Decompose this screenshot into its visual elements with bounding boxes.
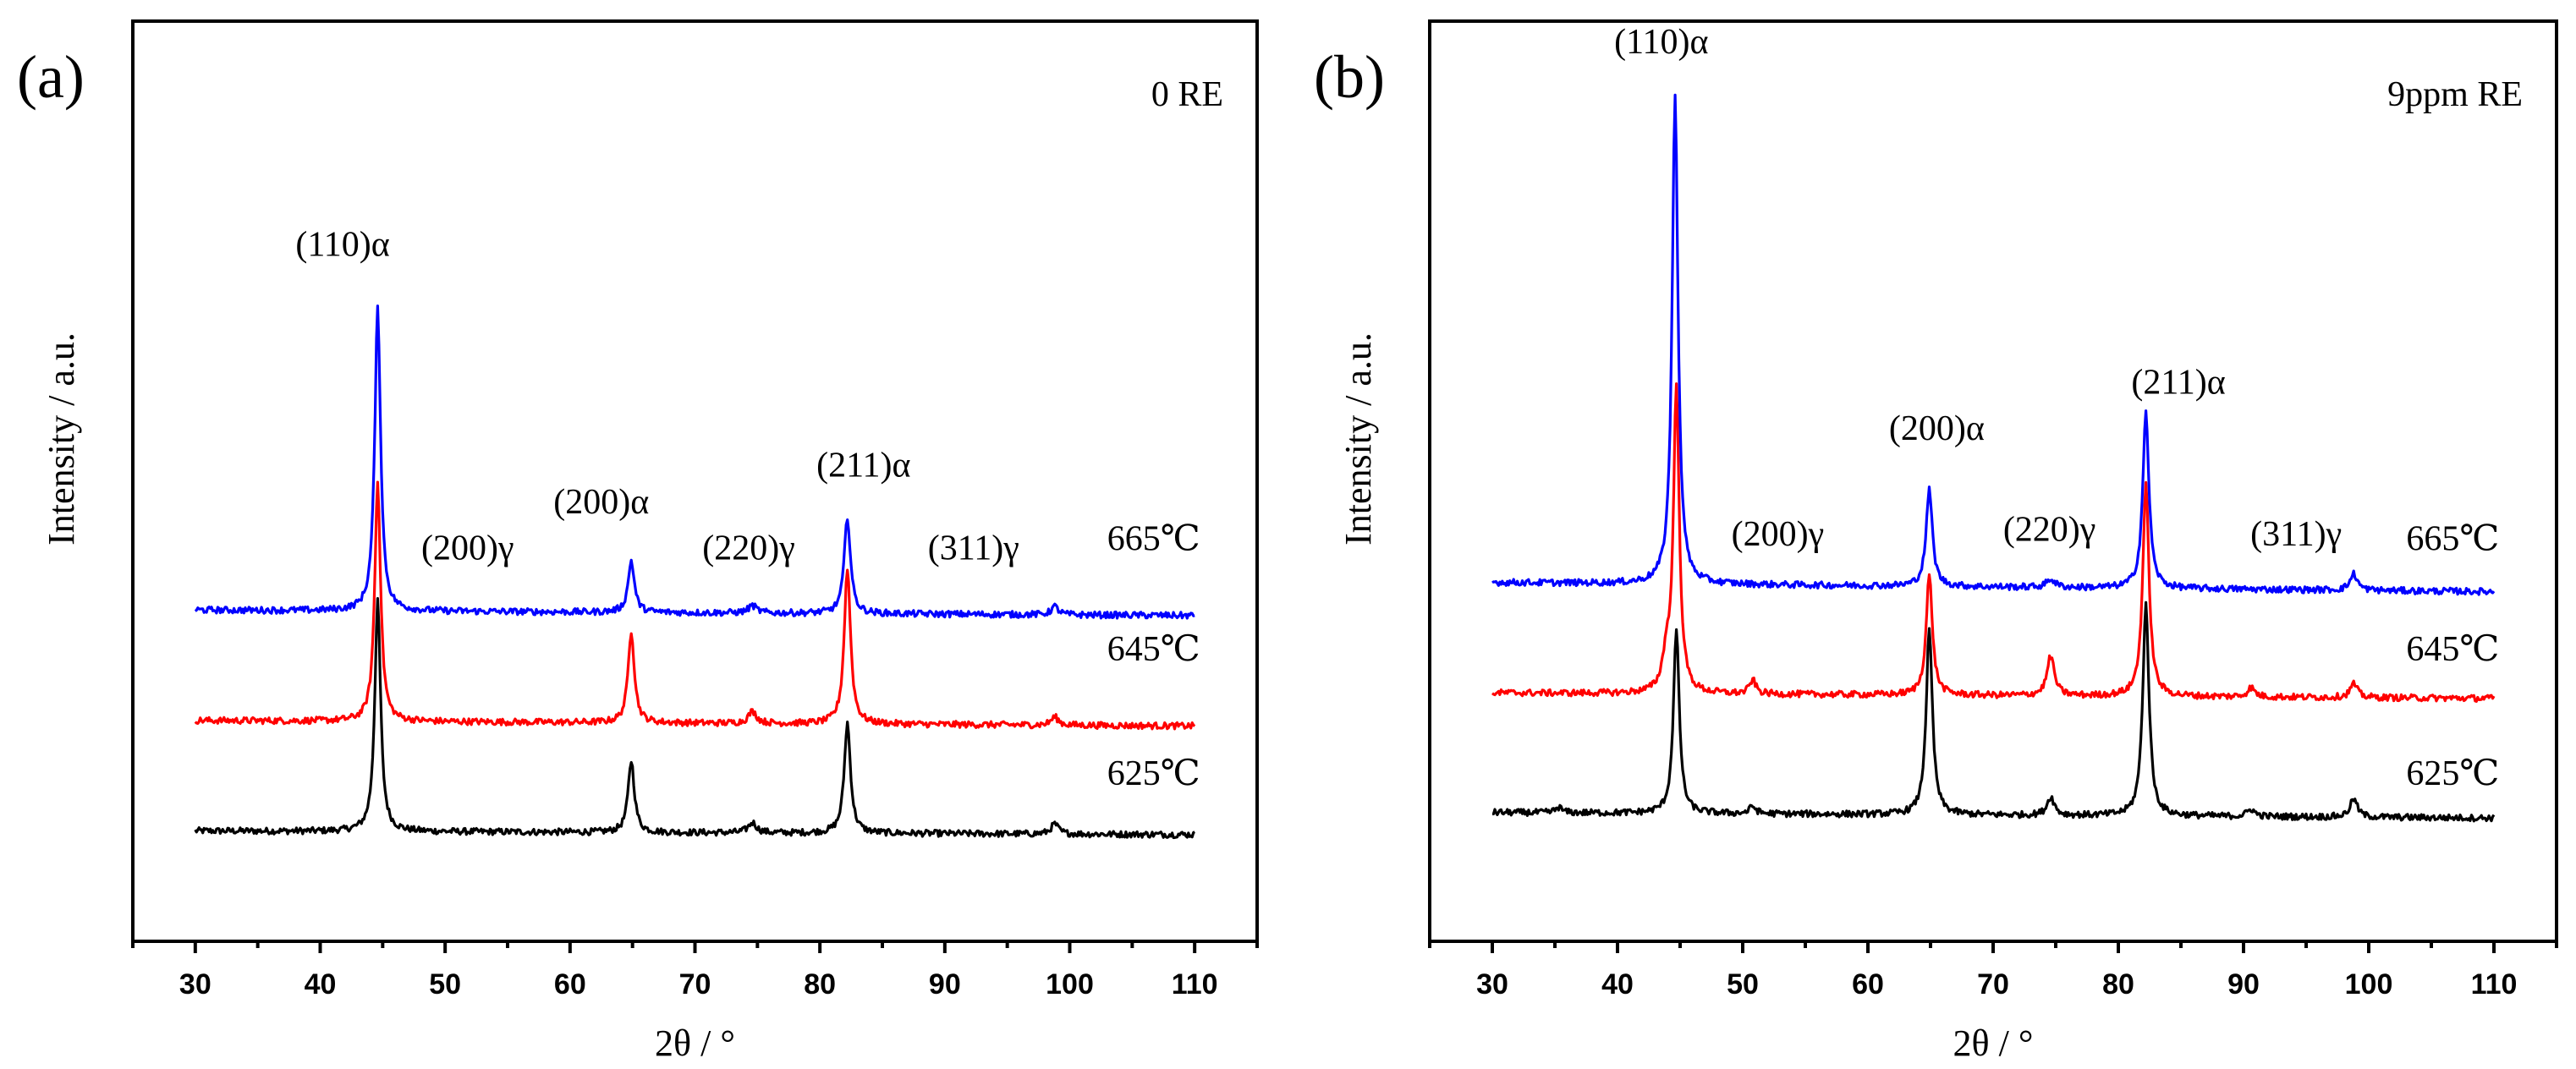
- peak-annotation: (200)α: [1889, 409, 1985, 448]
- x-tick-label: 60: [554, 968, 586, 1000]
- x-tick-label: 30: [179, 968, 211, 1000]
- x-tick-label: 90: [2227, 968, 2260, 1000]
- series-label: 665℃: [1107, 520, 1200, 559]
- series-label: 625℃: [1107, 754, 1200, 793]
- peak-annotation: (200)γ: [1732, 515, 1825, 554]
- peak-annotation: (211)α: [816, 447, 910, 485]
- peak-annotation: (220)γ: [702, 529, 795, 567]
- condition-label: 0 RE: [1151, 75, 1223, 114]
- series-label: 625℃: [2406, 754, 2499, 793]
- peak-annotation: (211)α: [2131, 364, 2225, 403]
- y-axis-title: Intensity / a.u.: [41, 332, 82, 545]
- y-axis-title: Intensity / a.u.: [1337, 332, 1379, 545]
- series-line-625C: [1491, 600, 2496, 823]
- x-tick-label: 60: [1852, 968, 1884, 1000]
- x-tick-label: 80: [2102, 968, 2134, 1000]
- series-line-665C: [1491, 93, 2496, 596]
- x-axis-title: 2θ / °: [1953, 1022, 2034, 1064]
- condition-label: 9ppm RE: [2387, 75, 2523, 114]
- x-tick-label: 70: [679, 968, 711, 1000]
- series-line-625C: [194, 596, 1196, 840]
- x-axis-title: 2θ / °: [655, 1022, 735, 1064]
- panel-label: (b): [1314, 43, 1385, 111]
- series-line-645C: [194, 480, 1196, 731]
- chart-panel-a: 30 40 50 60 70 80 90 100 110 2θ / ° Intensity / a.…: [17, 19, 1259, 1064]
- x-tick-label: 90: [929, 968, 961, 1000]
- peak-annotation: (311)γ: [928, 529, 1019, 567]
- peak-annotation: (220)γ: [2003, 511, 2096, 550]
- panel-label: (a): [17, 43, 85, 111]
- series-line-645C: [1491, 382, 2496, 704]
- x-tick-label: 40: [1601, 968, 1634, 1000]
- x-tick-label: 50: [1727, 968, 1759, 1000]
- x-tick-label: 70: [1977, 968, 2009, 1000]
- peak-annotation: (311)γ: [2250, 515, 2342, 554]
- x-tick-label: 80: [804, 968, 836, 1000]
- x-tick-label: 110: [2471, 968, 2518, 1000]
- x-tick-label: 50: [429, 968, 461, 1000]
- peak-annotation: (200)α: [553, 483, 649, 522]
- peak-annotation: (110)α: [1614, 23, 1708, 62]
- chart-panel-b: 30 40 50 60 70 80 90 100 110 2θ / ° Intensity / a.…: [1314, 19, 2558, 1064]
- x-tick-label: 110: [1172, 968, 1218, 1000]
- x-tick-label: 100: [2345, 968, 2393, 1000]
- plot-frame: [131, 19, 1259, 943]
- series-label: 645℃: [2406, 630, 2499, 669]
- series-label: 665℃: [2406, 520, 2499, 559]
- plot-frame: [1428, 19, 2558, 943]
- x-tick-label: 30: [1476, 968, 1508, 1000]
- series-label: 645℃: [1107, 630, 1200, 669]
- series-line-665C: [194, 304, 1195, 620]
- x-tick-label: 40: [305, 968, 337, 1000]
- x-tick-label: 100: [1046, 968, 1094, 1000]
- peak-annotation: (200)γ: [421, 529, 514, 567]
- peak-annotation: (110)α: [295, 225, 389, 264]
